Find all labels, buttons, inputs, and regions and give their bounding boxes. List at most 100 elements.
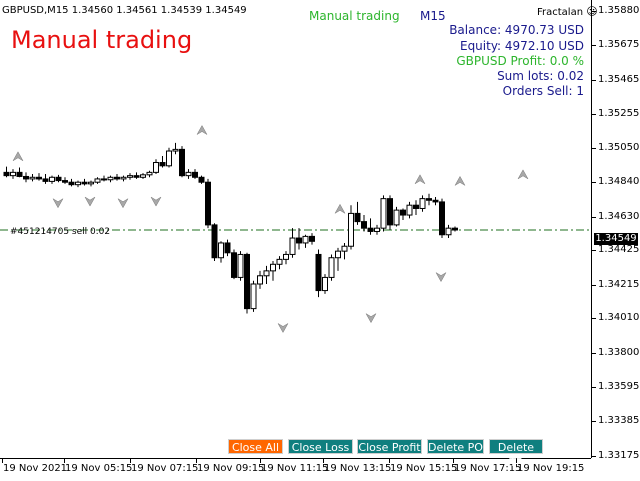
candle — [179, 146, 185, 178]
candle — [75, 180, 81, 188]
delete-po-button[interactable]: Delete PO — [427, 439, 484, 454]
candle — [354, 201, 361, 225]
candle — [107, 175, 114, 183]
candle — [211, 223, 218, 262]
candle — [263, 265, 270, 284]
ea-name-label: Manual trading — [309, 9, 400, 23]
delete-tp-button[interactable]: Delete TP — [489, 439, 543, 469]
fractal-down-arrow — [150, 196, 162, 207]
chart-area[interactable] — [0, 0, 591, 458]
balance-stat: Balance: 4970.73 USD — [449, 23, 584, 37]
candle — [419, 195, 426, 212]
candle — [10, 169, 16, 179]
time-tick-label: 19 Nov 05:15 — [65, 463, 133, 474]
candle — [335, 247, 341, 271]
fractal-up-arrow — [334, 203, 346, 215]
candle — [55, 174, 62, 183]
candle — [270, 261, 276, 281]
time-axis[interactable]: 19 Nov 2021 19 Nov 05:15 19 Nov 07:15 19 No… — [0, 458, 591, 481]
candle — [3, 166, 10, 178]
candle — [309, 233, 315, 245]
candle — [133, 172, 140, 179]
candle — [231, 249, 237, 280]
candle — [101, 175, 107, 182]
time-tick-label: 19 Nov 15:15 — [390, 463, 458, 474]
price-tick-label: 1.34010 — [598, 312, 640, 324]
sum-lots-stat: Sum lots: 0.02 — [497, 69, 584, 83]
candlestick-chart — [0, 125, 591, 333]
candle — [341, 242, 348, 260]
time-tick-label: 19 Nov 07:15 — [131, 463, 199, 474]
price-tick-mark — [592, 250, 596, 252]
candle — [23, 172, 29, 183]
price-tick-mark — [592, 79, 596, 81]
price-tick-label: 1.34840 — [598, 176, 640, 188]
candle — [62, 177, 68, 184]
candle — [198, 175, 205, 184]
brand-name: Fractalan — [537, 7, 584, 18]
price-tick-mark — [592, 386, 596, 388]
candle — [315, 249, 322, 298]
candle — [250, 280, 257, 312]
price-tick-label: 1.33175 — [598, 449, 640, 461]
time-tick-mark — [64, 459, 65, 463]
candle — [439, 198, 445, 239]
price-tick-label: 1.35465 — [598, 73, 640, 85]
fractal-down-arrow — [52, 198, 64, 209]
candle — [406, 201, 413, 219]
price-tick-label: 1.35675 — [598, 39, 640, 51]
price-tick-mark — [592, 45, 596, 47]
price-tick-label: 1.34215 — [598, 278, 640, 290]
price-tick-label: 1.34630 — [598, 210, 640, 222]
candle — [185, 169, 192, 179]
price-tick-label: 1.34425 — [598, 244, 640, 256]
fractal-down-arrow — [277, 322, 289, 333]
time-tick-mark — [2, 459, 3, 463]
candle — [400, 208, 406, 220]
close-profit-button[interactable]: Close Profit — [357, 439, 422, 454]
fractal-down-arrow — [84, 196, 96, 207]
fractal-up-arrow — [414, 174, 426, 185]
candle — [49, 175, 55, 184]
fractal-up-arrow — [454, 175, 466, 187]
price-tick-mark — [592, 147, 596, 149]
fractal-down-arrow — [365, 312, 377, 324]
time-tick-label: 19 Nov 2021 — [3, 463, 68, 474]
close-loss-button[interactable]: Close Loss — [288, 439, 353, 454]
price-tick-mark — [592, 11, 596, 13]
fractal-up-arrow — [196, 125, 208, 136]
timeframe-label: M15 — [420, 9, 446, 23]
candle — [127, 173, 133, 180]
time-tick-label: 19 Nov 11:15 — [261, 463, 329, 474]
candle — [114, 174, 120, 181]
candle — [322, 274, 328, 294]
candle — [302, 234, 309, 248]
price-tick-mark — [592, 318, 596, 320]
price-axis[interactable]: 1.35880 1.35675 1.35465 1.35255 1.35050 1.348… — [591, 0, 640, 461]
close-all-button[interactable]: Close All — [228, 439, 283, 454]
candle — [289, 228, 296, 258]
candle — [361, 215, 367, 232]
price-tick-label: 1.33800 — [598, 346, 640, 358]
candle — [81, 178, 88, 186]
candle — [367, 218, 374, 235]
equity-stat: Equity: 4972.10 USD — [459, 39, 584, 53]
candle — [393, 206, 400, 227]
candle — [192, 169, 198, 179]
candle — [244, 252, 250, 314]
time-tick-label: 19 Nov 09:15 — [197, 463, 265, 474]
time-tick-mark — [323, 459, 324, 463]
price-tick-label: 1.35255 — [598, 108, 640, 120]
fractal-down-arrow — [435, 271, 447, 283]
candle — [140, 173, 146, 179]
time-tick-label: 19 Nov 19:15 — [517, 463, 585, 474]
candle — [146, 170, 153, 178]
candle — [88, 180, 94, 187]
candle — [29, 174, 36, 182]
candle — [426, 193, 432, 206]
candle — [68, 178, 75, 187]
fractal-down-arrow — [117, 198, 129, 209]
candle — [16, 167, 23, 178]
orders-sell-stat: Orders Sell: 1 — [502, 84, 584, 98]
candle — [296, 228, 302, 250]
